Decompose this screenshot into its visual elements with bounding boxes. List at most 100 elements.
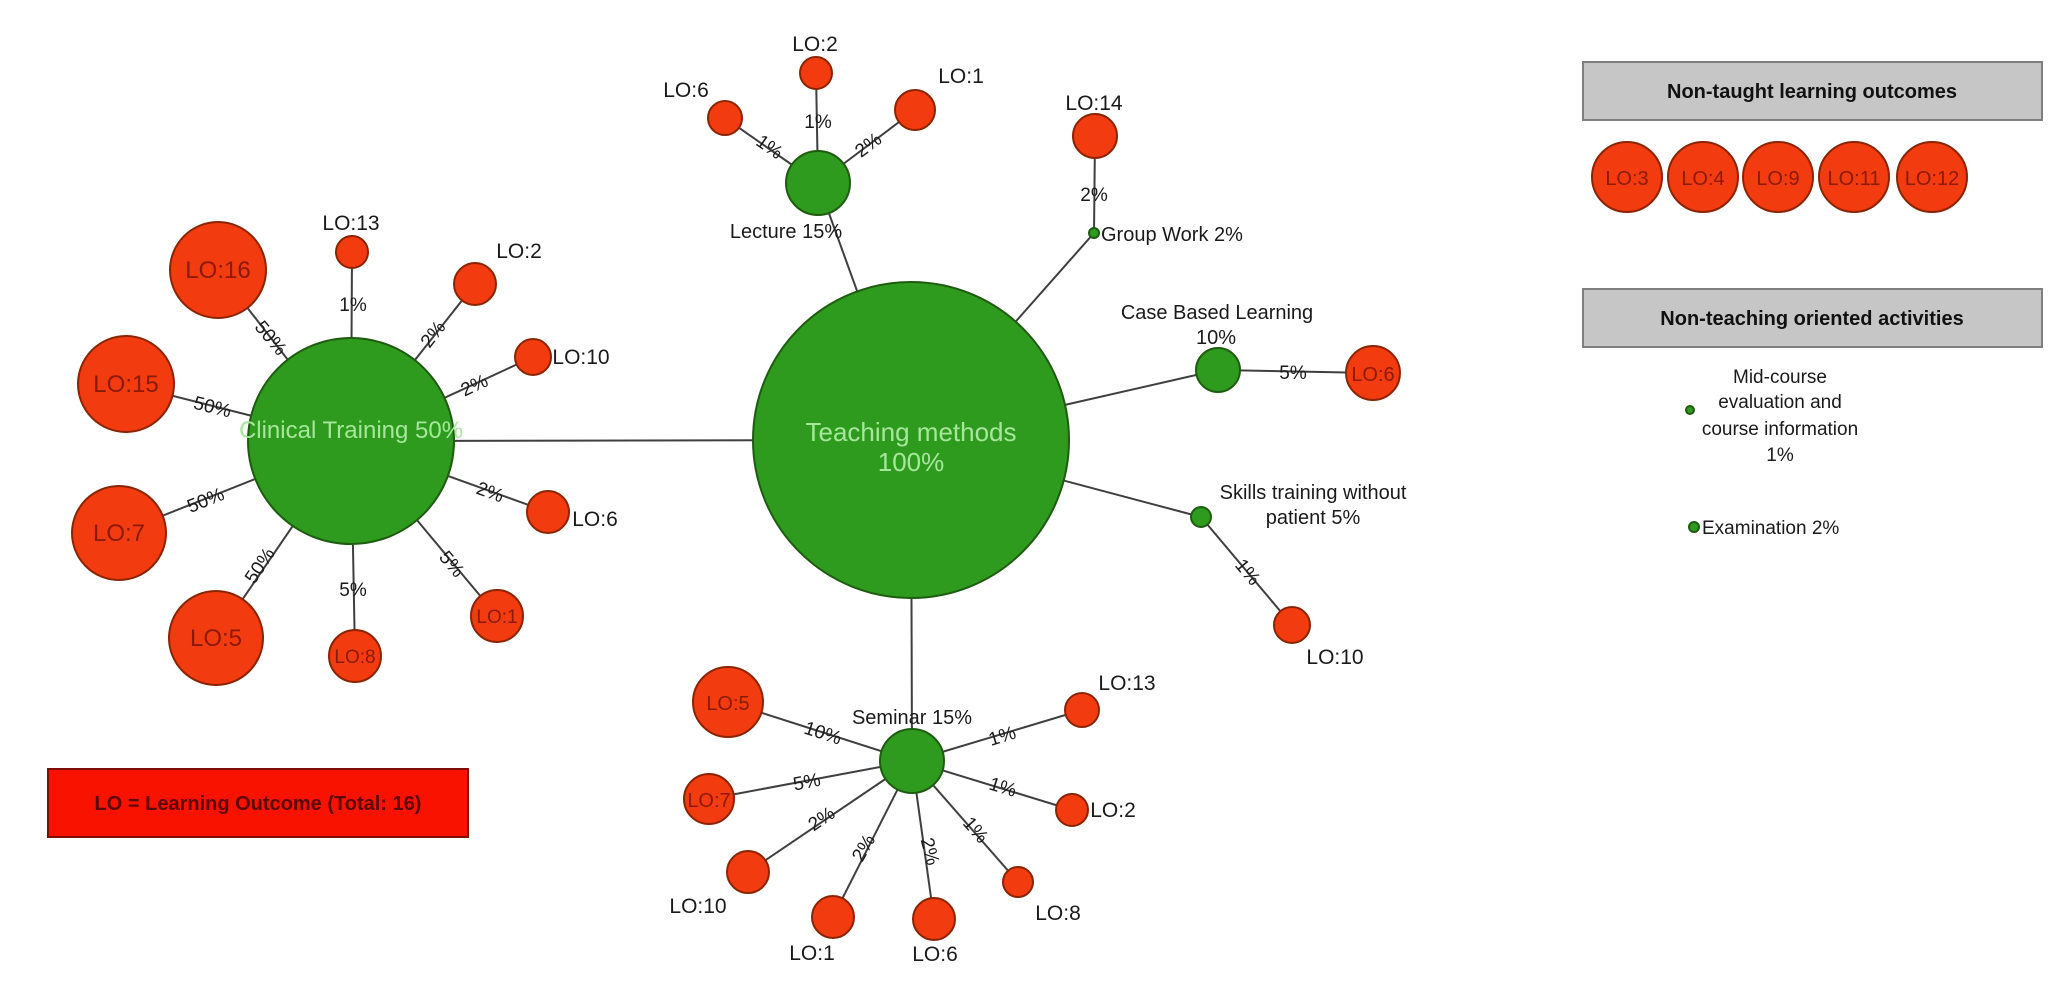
clinical-lo7-pct: 50% [184, 484, 227, 518]
skills-label-line1: Skills training without [1220, 482, 1407, 504]
clinical-lo8-pct: 5% [339, 580, 367, 601]
node-seminar-lo10 [726, 850, 770, 894]
seminar-lo1-label: LO:1 [789, 942, 835, 965]
group-work-label: Group Work 2% [1101, 224, 1243, 246]
seminar-label: Seminar 15% [852, 707, 972, 729]
seminar-lo1-pct: 2% [848, 831, 880, 865]
node-seminar-lo5 [692, 666, 764, 738]
clinical-lo10-pct: 2% [458, 371, 492, 402]
node-lecture-lo2 [799, 56, 833, 90]
cbl-lo6-pct: 5% [1279, 363, 1307, 384]
clinical-lo15-label: LO:15 [93, 371, 158, 398]
node-teaching-methods [752, 281, 1070, 599]
node-clinical-lo2 [453, 262, 497, 306]
seminar-lo13-label: LO:13 [1098, 672, 1155, 695]
nontaught-lo4-label: LO:4 [1681, 168, 1724, 190]
seminar-lo2-pct: 1% [986, 774, 1019, 802]
node-skills-training [1190, 506, 1212, 528]
legend-text: LO = Learning Outcome (Total: 16) [95, 793, 422, 815]
clinical-lo13-pct: 1% [339, 295, 367, 316]
node-clinical-lo8 [328, 629, 382, 683]
groupwork-lo14-label: LO:14 [1065, 92, 1123, 115]
node-case-based-learning [1195, 347, 1241, 393]
mid-course-line2: evaluation and [1718, 392, 1842, 413]
edge-skills-lo10 [1200, 516, 1293, 626]
node-nontaught-lo9 [1742, 141, 1814, 213]
legend-box [47, 768, 469, 838]
node-seminar-lo13 [1064, 692, 1100, 728]
nontaught-lo11-label: LO:11 [1828, 168, 1881, 190]
lecture-lo1-pct: 2% [851, 129, 886, 162]
lecture-lo6-pct: 1% [752, 131, 787, 164]
node-seminar-lo8 [1002, 866, 1034, 898]
seminar-lo2-label: LO:2 [1090, 799, 1136, 822]
teaching-methods-label-line2: 100% [878, 447, 945, 477]
seminar-lo6-label: LO:6 [912, 943, 958, 966]
clinical-lo15-pct: 50% [191, 393, 233, 423]
skills-label-line2: patient 5% [1266, 507, 1361, 529]
clinical-lo6-pct: 2% [473, 478, 506, 507]
node-clinical-lo10 [514, 338, 552, 376]
mid-course-line1: Mid-course [1733, 367, 1827, 388]
groupwork-lo14-pct: 2% [1080, 185, 1108, 206]
node-seminar-lo1 [811, 895, 855, 939]
nontaught-lo12-label: LO:12 [1905, 168, 1959, 190]
seminar-lo10-label: LO:10 [669, 895, 726, 918]
node-clinical-lo7 [71, 485, 167, 581]
node-clinical-lo1 [470, 589, 524, 643]
non-teaching-header-box [1582, 288, 2043, 348]
node-skills-lo10 [1273, 606, 1311, 644]
cbl-lo6-label: LO:6 [1351, 364, 1394, 386]
cbl-label-line1: Case Based Learning [1121, 302, 1313, 324]
lecture-lo6-label: LO:6 [663, 79, 709, 102]
clinical-lo16-pct: 50% [250, 317, 291, 360]
clinical-lo16-label: LO:16 [185, 257, 250, 284]
node-clinical-lo6 [526, 490, 570, 534]
cbl-label-line2: 10% [1196, 327, 1236, 349]
node-nontaught-lo4 [1667, 141, 1739, 213]
seminar-lo8-label: LO:8 [1035, 902, 1081, 925]
non-teaching-title: Non-teaching oriented activities [1660, 308, 1963, 330]
nontaught-lo9-label: LO:9 [1756, 168, 1799, 190]
node-groupwork-lo14 [1072, 113, 1118, 159]
node-clinical-lo13 [335, 235, 369, 269]
seminar-lo5-pct: 10% [801, 718, 844, 750]
node-examination-dot [1688, 521, 1700, 533]
seminar-lo6-pct: 2% [916, 836, 943, 868]
clinical-lo1-label: LO:1 [476, 607, 517, 628]
node-lecture-lo6 [707, 100, 743, 136]
clinical-lo7-label: LO:7 [93, 520, 145, 547]
seminar-lo7-label: LO:7 [687, 790, 730, 812]
node-mid-course-dot [1685, 405, 1695, 415]
lecture-label: Lecture 15% [730, 221, 843, 243]
node-clinical-lo15 [77, 335, 175, 433]
examination-label: Examination 2% [1702, 518, 1839, 539]
lecture-lo1-label: LO:1 [938, 65, 984, 88]
non-taught-title: Non-taught learning outcomes [1667, 81, 1957, 103]
node-seminar-lo2 [1055, 793, 1089, 827]
skills-lo10-label: LO:10 [1306, 646, 1363, 669]
non-taught-header-box [1582, 61, 2043, 121]
lecture-lo2-pct: 1% [804, 112, 832, 133]
node-nontaught-lo12 [1896, 141, 1968, 213]
clinical-lo6-label: LO:6 [572, 508, 618, 531]
node-seminar-lo6 [912, 897, 956, 941]
clinical-lo10-label: LO:10 [552, 346, 609, 369]
clinical-lo2-label: LO:2 [496, 240, 542, 263]
seminar-lo7-pct: 5% [791, 770, 822, 796]
lecture-lo2-label: LO:2 [792, 33, 838, 56]
node-clinical-training [247, 337, 455, 545]
mid-course-line3: course information [1702, 419, 1858, 440]
clinical-lo5-label: LO:5 [190, 625, 242, 652]
clinical-lo13-label: LO:13 [322, 212, 379, 235]
node-nontaught-lo11 [1818, 141, 1890, 213]
edge-seminar-lo10 [747, 760, 913, 873]
edge-seminar-lo7 [708, 760, 913, 800]
clinical-lo5-pct: 50% [241, 544, 280, 587]
clinical-lo8-label: LO:8 [334, 647, 375, 668]
node-clinical-lo16 [169, 221, 267, 319]
node-nontaught-lo3 [1591, 141, 1663, 213]
teaching-methods-label-line1: Teaching methods [805, 417, 1016, 447]
